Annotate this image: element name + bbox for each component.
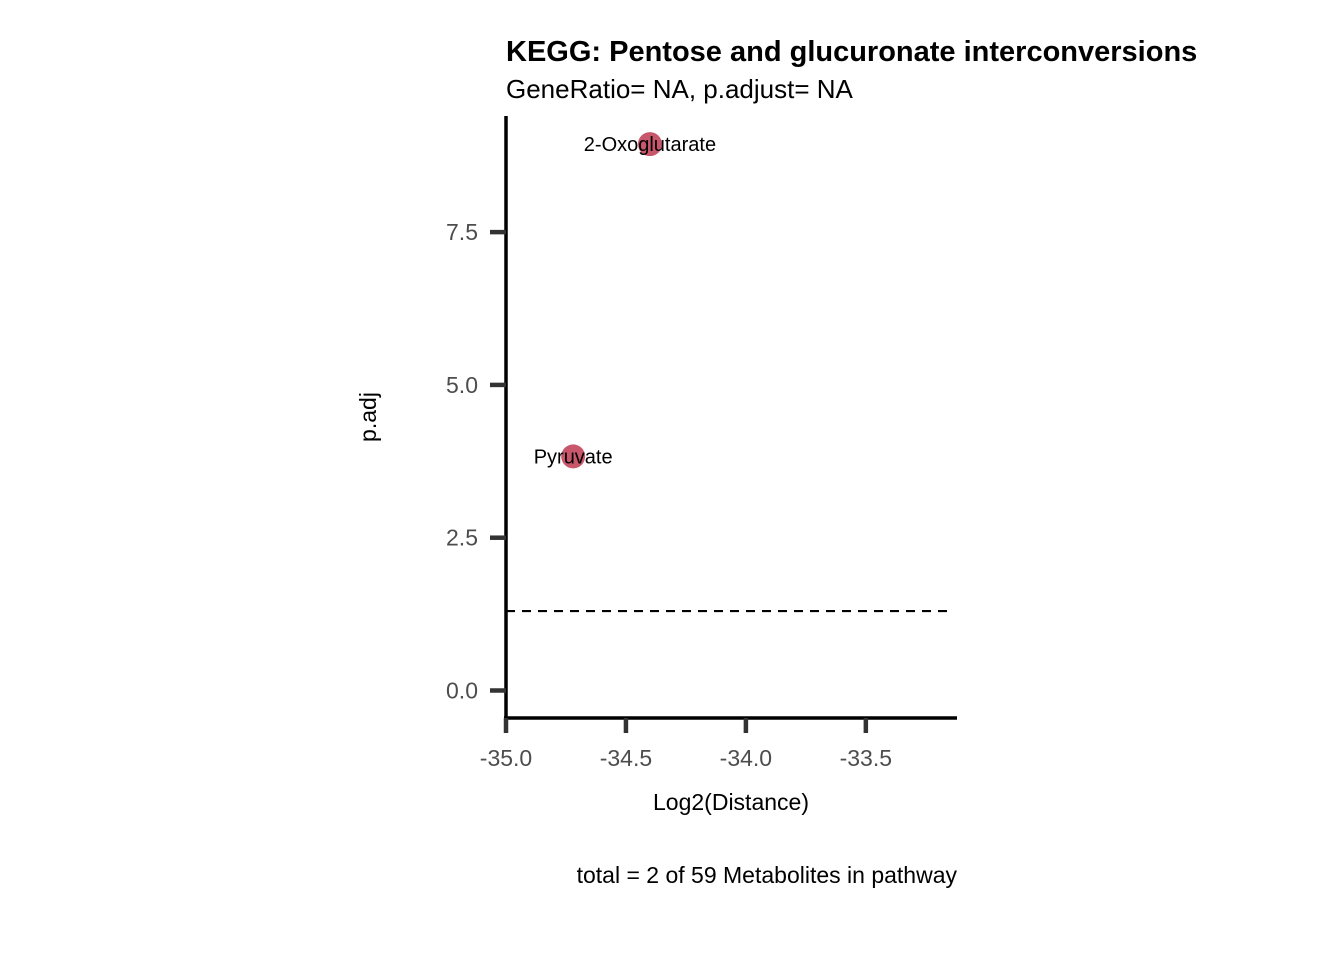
chart-subtitle: GeneRatio= NA, p.adjust= NA [506,74,854,104]
y-tick-label: 0.0 [446,677,478,703]
y-axis-title: p.adj [355,392,381,442]
data-point [561,444,586,469]
y-tick-label: 5.0 [446,372,478,398]
y-tick-label: 2.5 [446,525,478,551]
chart-title: KEGG: Pentose and glucuronate interconve… [506,36,1197,68]
y-tick-label: 7.5 [446,219,478,245]
data-point [637,132,662,157]
axes-group [504,116,957,720]
point-label: 2-Oxoglutarate [584,134,716,156]
x-tick-label: -35.0 [480,745,532,771]
x-axis-title: Log2(Distance) [653,789,809,815]
x-tick-label: -34.5 [600,745,652,771]
point-label: Pyruvate [534,446,613,468]
x-tick-label: -34.0 [720,745,772,771]
chart-caption: total = 2 of 59 Metabolites in pathway [577,862,958,888]
x-axis-ticks: -35.0 -34.5 -34.0 -33.5 [480,718,892,771]
data-points-group: 2-Oxoglutarate Pyruvate [534,132,716,469]
y-axis-ticks: 0.0 2.5 5.0 7.5 [446,219,506,703]
x-tick-label: -33.5 [840,745,892,771]
